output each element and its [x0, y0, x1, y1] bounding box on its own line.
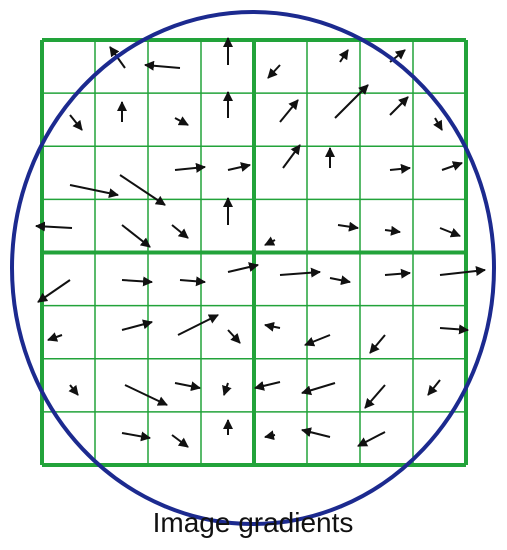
gradient-arrow: [264, 321, 281, 332]
gradient-arrow: [329, 275, 351, 286]
gradient-arrow: [144, 60, 181, 71]
circle: [10, 10, 496, 526]
gradient-arrow: [267, 64, 281, 79]
gradient-arrow: [304, 334, 331, 347]
gradient-arrow: [174, 162, 206, 173]
gradient-arrow: [222, 382, 232, 396]
gradient-arrow: [121, 319, 153, 331]
gradient-arrow: [69, 114, 83, 131]
caption: Image gradients: [153, 507, 354, 538]
gradient-arrow: [369, 334, 386, 354]
gradient-arrow: [68, 384, 79, 396]
gradient-arrow: [254, 381, 281, 391]
gradient-arrow: [227, 262, 259, 273]
arrows: [35, 37, 486, 448]
gradient-arrow: [389, 96, 409, 116]
gradient-arrow: [279, 267, 321, 278]
gradient-arrow: [389, 163, 411, 174]
gradient-arrow: [264, 430, 276, 441]
gradient-arrow: [121, 431, 151, 442]
gradient-arrow: [282, 144, 301, 169]
gradient-arrow: [334, 84, 369, 119]
gradient-arrow: [121, 224, 151, 248]
gradient-arrow: [384, 225, 401, 236]
gradient-arrow: [227, 329, 241, 344]
gradient-arrow: [439, 324, 469, 335]
gradient-arrow: [338, 49, 349, 63]
gradient-arrow: [301, 427, 331, 438]
gradient-arrow: [119, 174, 166, 206]
gradient-arrow: [227, 162, 251, 172]
grid: [40, 38, 468, 467]
gradient-arrow: [47, 332, 63, 342]
gradient-arrow: [171, 224, 189, 239]
gradient-arrow: [364, 384, 386, 409]
gradient-arrow: [337, 221, 359, 232]
gradient-arrow: [179, 276, 206, 287]
gradient-arrow: [171, 434, 189, 448]
gradient-arrow: [384, 268, 411, 279]
gradient-arrow: [174, 116, 189, 126]
gradient-arrow: [439, 266, 486, 276]
gradient-arrow: [174, 381, 201, 392]
gradient-arrow: [301, 382, 336, 396]
gradient-arrow: [37, 279, 71, 303]
gradient-arrow: [121, 276, 153, 287]
gradient-arrow: [427, 379, 441, 396]
gradient-arrow: [264, 236, 276, 246]
gradient-arrow: [441, 161, 463, 171]
gradient-arrow: [124, 384, 168, 406]
gradient-arrow: [69, 184, 119, 199]
gradient-arrow: [439, 227, 461, 238]
gradient-arrow: [35, 221, 73, 232]
gradient-arrow: [279, 99, 299, 123]
gradient-arrow: [357, 431, 386, 447]
gradient-arrow: [177, 314, 219, 336]
gradient-arrow: [433, 117, 443, 131]
